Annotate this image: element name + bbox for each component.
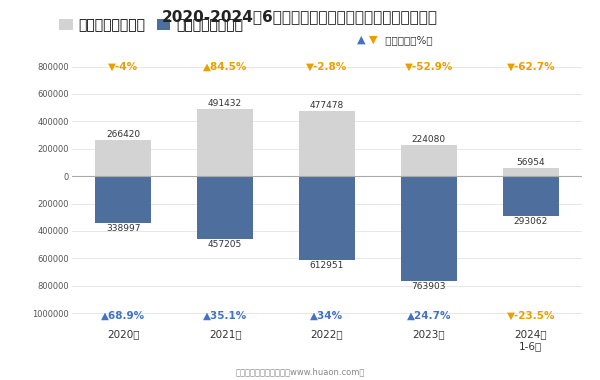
Text: ▲: ▲ (357, 35, 365, 45)
Text: ▼: ▼ (369, 35, 377, 45)
Bar (503, 168, 559, 176)
Text: 293062: 293062 (514, 217, 548, 226)
Text: 477478: 477478 (310, 101, 344, 110)
Text: 同比增长（%）: 同比增长（%） (382, 35, 432, 45)
Text: ▲34%: ▲34% (310, 311, 344, 321)
Bar (401, 146, 457, 176)
Text: 457205: 457205 (208, 240, 242, 249)
Text: ▼-2.8%: ▼-2.8% (307, 62, 347, 72)
Bar (95, 176, 151, 223)
Bar (503, 176, 559, 216)
Text: ▲24.7%: ▲24.7% (407, 311, 451, 321)
Text: 56954: 56954 (517, 158, 545, 167)
Bar (197, 109, 253, 176)
Text: 612951: 612951 (310, 261, 344, 270)
Text: ▼-4%: ▼-4% (108, 62, 138, 72)
Legend: 出口额（万美元）, 进口额（万美元）: 出口额（万美元）, 进口额（万美元） (53, 13, 248, 38)
Bar (197, 176, 253, 239)
Bar (299, 111, 355, 176)
Text: 491432: 491432 (208, 99, 242, 108)
Text: 制图：华经产业研究院（www.huaon.com）: 制图：华经产业研究院（www.huaon.com） (235, 367, 365, 376)
Bar (95, 140, 151, 176)
Bar (401, 176, 457, 281)
Bar (299, 176, 355, 260)
Text: 224080: 224080 (412, 135, 446, 144)
Text: ▼-52.9%: ▼-52.9% (405, 62, 453, 72)
Text: ▲68.9%: ▲68.9% (101, 311, 145, 321)
Text: ▼-62.7%: ▼-62.7% (506, 62, 555, 72)
Text: 338997: 338997 (106, 224, 140, 233)
Text: 266420: 266420 (106, 130, 140, 139)
Text: ▲35.1%: ▲35.1% (203, 311, 247, 321)
Text: ▼-23.5%: ▼-23.5% (506, 311, 555, 321)
Text: ▲84.5%: ▲84.5% (203, 62, 247, 72)
Text: 763903: 763903 (412, 282, 446, 291)
Text: 2020-2024年6月岳阳市商品收发货人所在地进、出口额: 2020-2024年6月岳阳市商品收发货人所在地进、出口额 (162, 10, 438, 24)
